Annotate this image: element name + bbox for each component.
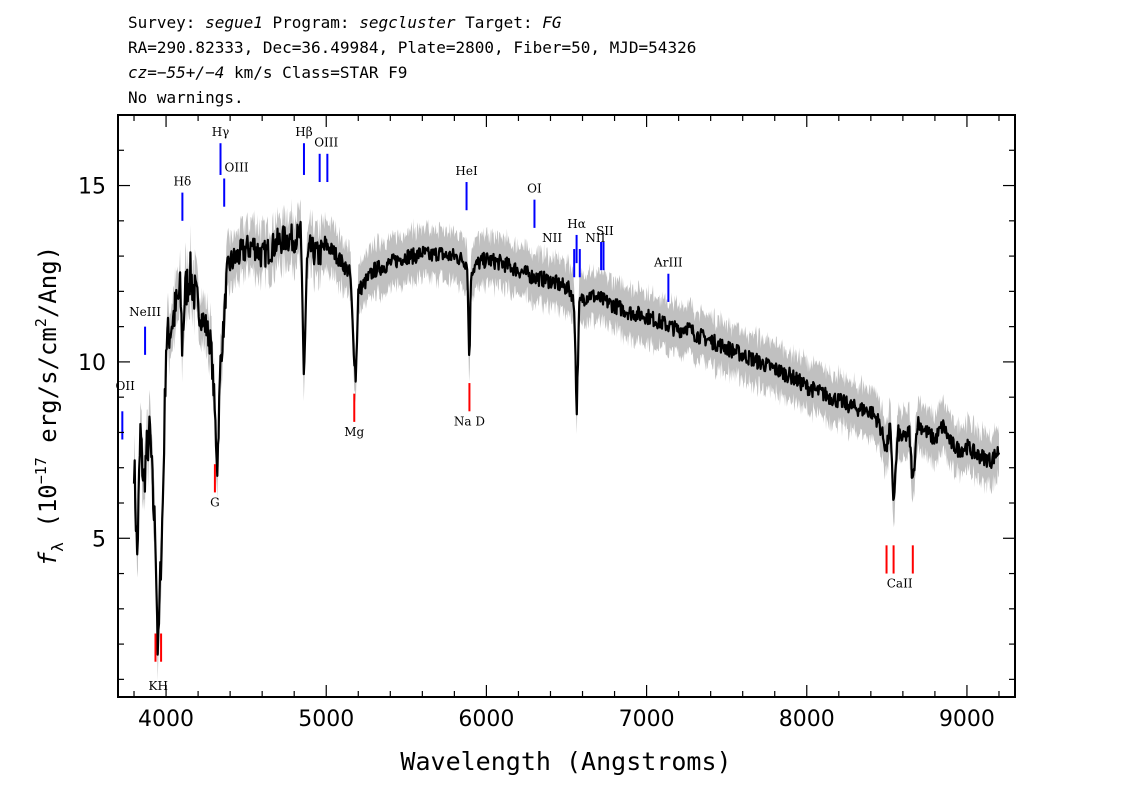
class-text: km/s Class=STAR F9 (224, 63, 408, 82)
y-tick-label: 10 (78, 351, 106, 376)
spectrum-header-line-2: RA=290.82333, Dec=36.49984, Plate=2800, … (128, 38, 697, 57)
line-label: Hβ (295, 125, 312, 139)
target-label: Target: (455, 13, 543, 32)
spectrum-header-line-4: No warnings. (128, 88, 244, 107)
line-label: OIII (225, 160, 249, 174)
flux-line (132, 220, 1001, 656)
line-label: HeI (455, 164, 478, 178)
line-label: OII (116, 379, 136, 393)
line-label: NII (585, 231, 605, 245)
x-tick-label: 8000 (779, 707, 835, 732)
line-label: Hδ (174, 175, 192, 189)
line-label: Hγ (212, 125, 230, 139)
line-label: OIII (314, 136, 338, 150)
program-label: Program: (262, 13, 360, 32)
target-value: FG (542, 13, 562, 32)
y-axis-mid: erg/s/cm (34, 327, 62, 457)
line-label: SII (596, 224, 614, 238)
tick-label-layer: 4000 5000 6000 7000 8000 9000 5 10 15 (78, 175, 995, 732)
cz-value: =−55+/−4 (147, 63, 225, 82)
line-label: Mg (344, 425, 364, 439)
x-tick-label: 5000 (298, 707, 354, 732)
spectrum-header-line-1: Survey: segue1 Program: segcluster Targe… (128, 14, 561, 32)
survey-label: Survey: (128, 13, 206, 32)
x-axis-title: Wavelength (Angstroms) (400, 747, 731, 776)
flux-layer (132, 220, 1001, 656)
spectrum-header-line-3: cz=−55+/−4 km/s Class=STAR F9 (128, 64, 407, 82)
y-tick-label: 15 (78, 175, 106, 200)
line-label: NII (542, 231, 562, 245)
y-axis-open: (10 (34, 484, 62, 542)
x-tick-label: 7000 (619, 707, 675, 732)
y-axis-exp2: 2 (32, 318, 50, 327)
x-tick-label: 4000 (138, 707, 194, 732)
line-label: G (210, 496, 220, 510)
plot-frame (117, 114, 1016, 698)
y-axis-f: f (34, 551, 62, 566)
cz-label: cz (128, 63, 148, 82)
y-axis-title: fλ (10−17 erg/s/cm2/Ang) (32, 246, 67, 566)
line-label: Na D (454, 414, 485, 428)
line-label: KH (148, 679, 167, 693)
line-label: ArIII (653, 256, 683, 270)
line-label: CaII (887, 577, 913, 591)
x-tick-label: 6000 (458, 707, 514, 732)
survey-value: segue1 (205, 13, 263, 32)
error-band-layer (134, 198, 999, 681)
line-label: Hα (567, 217, 586, 231)
line-label: NeIII (129, 305, 161, 319)
y-axis-sub: λ (48, 542, 67, 552)
line-label: OI (527, 182, 542, 196)
flux-error-band (134, 198, 999, 681)
program-value: segcluster (359, 13, 456, 32)
y-axis-close: /Ang) (34, 246, 62, 318)
y-axis-exp: −17 (32, 457, 50, 484)
line-label-layer: OIINeIIIHδHγOIIIHβOIIIHeIOINIIHαSIINIIAr… (116, 125, 913, 693)
y-tick-label: 5 (92, 527, 106, 552)
x-tick-label: 9000 (939, 707, 995, 732)
tick-layer (118, 115, 1015, 697)
line-marker-layer (121, 143, 914, 662)
